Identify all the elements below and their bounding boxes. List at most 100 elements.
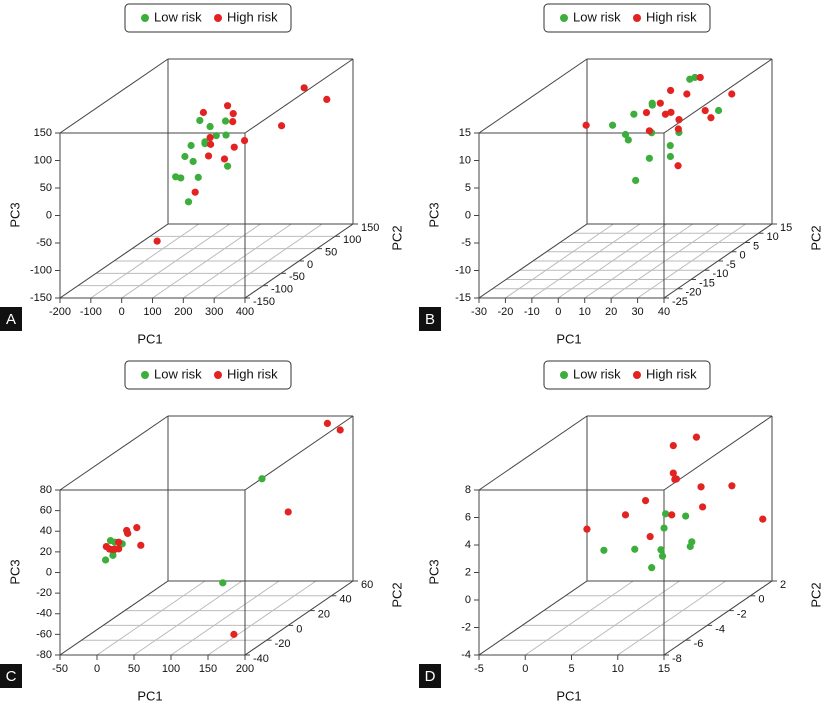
point <box>608 121 617 129</box>
z-tick-label: -50 <box>36 237 52 249</box>
box-edge <box>478 415 588 491</box>
x-tick-label: 5 <box>568 663 574 675</box>
y-tick-label: -10 <box>713 268 729 280</box>
legend-label: Low risk <box>573 9 621 24</box>
point <box>645 154 653 162</box>
point <box>323 95 331 103</box>
floor-grid-line <box>170 580 280 656</box>
x-tick-label: 20 <box>605 306 617 318</box>
legend-marker <box>560 14 568 22</box>
y-tick-label: 150 <box>361 222 379 234</box>
legend-label: Low risk <box>154 9 202 24</box>
point <box>728 482 736 490</box>
x-tick-label: 200 <box>174 306 192 318</box>
z-tick-label: -150 <box>30 292 52 304</box>
x-axis-label: PC1 <box>137 331 162 346</box>
point <box>714 106 723 115</box>
point <box>631 545 639 553</box>
legend-box <box>543 3 711 33</box>
x-tick-label: 0 <box>119 306 125 318</box>
z-tick-label: -4 <box>461 649 471 661</box>
point <box>646 532 654 541</box>
box-edge <box>59 580 169 656</box>
point <box>110 545 118 553</box>
y-tick-label: 0 <box>758 594 764 606</box>
y-tick-label: -8 <box>672 653 682 665</box>
point <box>230 143 238 151</box>
x-tick-label: 10 <box>579 306 591 318</box>
point <box>137 541 145 549</box>
panel: -30 -20 -10 0 10 20 30 40-25-20-15-10-5051015-1… <box>419 3 823 346</box>
y-tick-label: -100 <box>271 284 293 296</box>
x-tick-label: -20 <box>497 306 513 318</box>
point <box>674 162 682 170</box>
z-tick-label: -5 <box>461 237 471 249</box>
floor-grid-line <box>96 580 206 656</box>
y-tick-label: -25 <box>672 296 688 308</box>
point <box>223 162 232 170</box>
legend-marker <box>141 371 149 379</box>
z-tick-label: -20 <box>36 587 52 599</box>
point <box>109 551 117 559</box>
point <box>728 90 736 98</box>
box-edge <box>59 223 169 299</box>
point <box>229 110 237 118</box>
panel: -200 -100 0 100 200 300 400-150-100-5005010015… <box>0 3 404 346</box>
box-edge <box>478 58 588 134</box>
panel-label: D <box>425 668 436 685</box>
box-edge <box>663 415 773 491</box>
z-tick-label: 150 <box>34 127 52 139</box>
point <box>674 125 682 133</box>
point <box>199 108 208 117</box>
legend-label: High risk <box>227 9 278 24</box>
y-tick-label: 40 <box>339 594 351 606</box>
z-tick-label: 40 <box>40 525 52 537</box>
z-tick-label: 8 <box>465 484 471 496</box>
y-tick-label: -40 <box>253 653 269 665</box>
y-tick-label: -6 <box>694 638 704 650</box>
point <box>230 630 238 638</box>
z-axis-label: PC3 <box>7 559 22 584</box>
y-tick-label: 0 <box>740 250 746 262</box>
legend-label: High risk <box>646 366 697 381</box>
point <box>206 122 214 131</box>
point <box>759 515 767 523</box>
legend-box <box>543 360 711 390</box>
x-tick-label: -5 <box>474 663 484 675</box>
y-tick-label: 100 <box>343 234 361 246</box>
point <box>153 237 161 245</box>
point <box>115 538 123 546</box>
point <box>223 102 232 110</box>
box-edge <box>59 58 169 134</box>
x-axis-label: PC1 <box>556 688 581 703</box>
point <box>656 99 664 107</box>
x-tick-label: -30 <box>471 306 487 318</box>
point <box>642 108 651 117</box>
point <box>187 141 195 150</box>
y-tick-label: -15 <box>699 277 715 289</box>
point <box>191 188 199 196</box>
x-tick-label: 300 <box>205 306 223 318</box>
z-axis-label: PC3 <box>426 559 441 584</box>
point <box>661 110 670 118</box>
box-edge <box>244 580 354 656</box>
y-tick-label: 60 <box>361 579 373 591</box>
point <box>669 469 677 477</box>
z-tick-label: -100 <box>30 264 52 276</box>
panel-label: B <box>425 311 435 328</box>
z-tick-label: 5 <box>465 182 471 194</box>
point <box>102 542 110 551</box>
point <box>624 136 632 144</box>
z-tick-label: -60 <box>36 628 52 640</box>
point <box>648 101 656 109</box>
y-tick-label: 15 <box>780 222 792 234</box>
point <box>101 556 110 564</box>
legend-box <box>124 360 292 390</box>
y-axis-label: PC2 <box>389 582 404 607</box>
z-tick-label: 50 <box>40 182 52 194</box>
x-tick-label: 50 <box>128 663 140 675</box>
y-tick-label: -50 <box>289 271 305 283</box>
x-tick-label: 150 <box>199 663 217 675</box>
point <box>641 497 650 505</box>
